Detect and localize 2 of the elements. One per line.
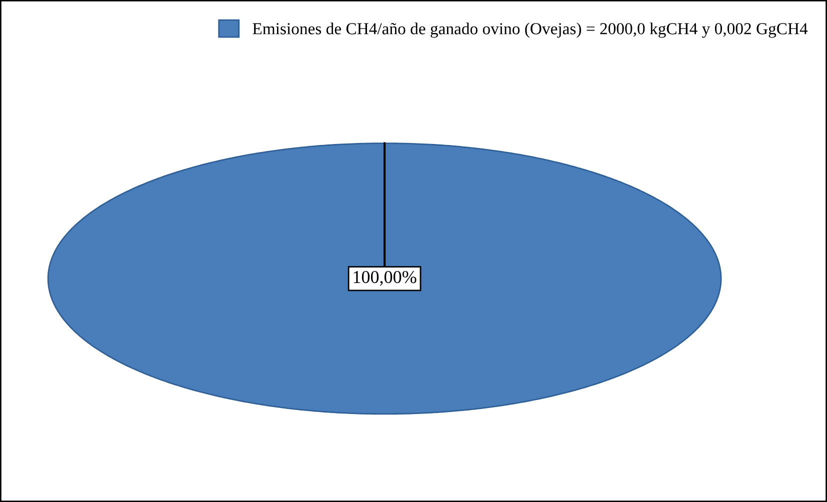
- legend-label: Emisiones de CH4/año de ganado ovino (Ovejas) = 2000,0 kgCH4 y 0,002 GgCH4: [252, 22, 808, 38]
- data-label: 100,00%: [354, 270, 416, 286]
